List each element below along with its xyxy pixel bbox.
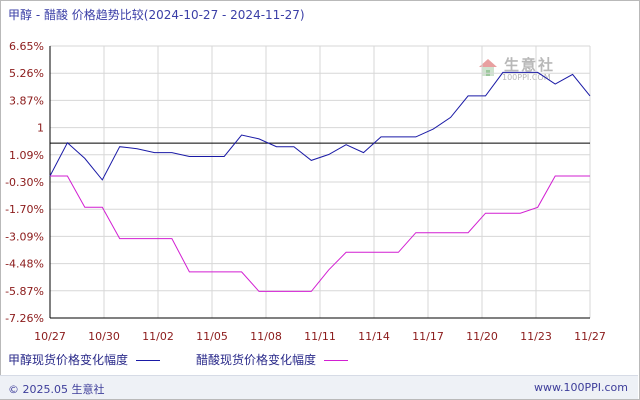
y-tick-label: -0.30% bbox=[5, 176, 44, 189]
y-tick-labels: 6.65% 5.26% 3.87% 1 1.09% -0.30% -1.70% -3.09% -… bbox=[5, 40, 44, 325]
series-lines bbox=[49, 71, 591, 292]
x-tick-label: 11/11 bbox=[304, 330, 336, 343]
y-tick-label: 5.26% bbox=[9, 67, 44, 80]
chart-title-main: 甲醇 - 醋酸 价格趋势比较 bbox=[8, 8, 144, 22]
chart-title: 甲醇 - 醋酸 价格趋势比较(2024-10-27 - 2024-11-27) bbox=[8, 6, 305, 23]
x-tick-label: 11/08 bbox=[250, 330, 282, 343]
footer-bar: © 2025.05 生意社 www.100PPI.com bbox=[0, 375, 638, 399]
x-tick-label: 11/05 bbox=[196, 330, 228, 343]
y-tick-label: -4.48% bbox=[5, 258, 44, 271]
logo-brand-text: 生意社 bbox=[504, 56, 556, 74]
chart-title-range: (2024-10-27 - 2024-11-27) bbox=[143, 8, 305, 22]
legend-item-acetic-acid: 醋酸现货价格变化幅度 bbox=[196, 351, 349, 368]
series-line-methanol bbox=[49, 71, 591, 181]
y-tick-label: 1 bbox=[37, 122, 44, 135]
x-tick-label: 11/23 bbox=[520, 330, 552, 343]
y-tick-label: -1.70% bbox=[5, 203, 44, 216]
x-tick-label: 11/14 bbox=[358, 330, 390, 343]
footer-site-link[interactable]: www.100PPI.com bbox=[534, 381, 628, 394]
legend-item-methanol: 甲醇现货价格变化幅度 bbox=[8, 351, 161, 368]
logo-url-text: 100PPI.COM bbox=[502, 73, 551, 82]
axes bbox=[49, 46, 590, 319]
y-tick-label: -3.09% bbox=[5, 230, 44, 243]
x-tick-label: 11/20 bbox=[466, 330, 498, 343]
x-tick-label: 11/02 bbox=[142, 330, 174, 343]
x-tick-labels: 10/27 10/30 11/02 11/05 11/08 11/11 11/14 11/17… bbox=[34, 330, 606, 343]
y-tick-label: 1.09% bbox=[9, 149, 44, 162]
y-tick-label: 6.65% bbox=[9, 40, 44, 53]
x-tick-label: 11/17 bbox=[412, 330, 444, 343]
brand-logo: 生意社 100PPI.COM bbox=[478, 54, 578, 88]
legend-label-acetic-acid: 醋酸现货价格变化幅度 bbox=[196, 353, 317, 367]
legend-label-methanol: 甲醇现货价格变化幅度 bbox=[8, 353, 129, 367]
series-line-acetic-acid bbox=[50, 175, 590, 292]
footer-copyright: © 2025.05 生意社 bbox=[8, 383, 105, 396]
x-tick-label: 11/27 bbox=[574, 330, 606, 343]
y-tick-label: -7.26% bbox=[5, 312, 44, 325]
grid-lines bbox=[49, 45, 591, 319]
x-tick-label: 10/27 bbox=[34, 330, 66, 343]
legend-swatch-methanol bbox=[136, 360, 161, 361]
y-tick-label: 3.87% bbox=[9, 94, 44, 107]
x-tick-label: 10/30 bbox=[88, 330, 120, 343]
y-tick-label: -5.87% bbox=[5, 285, 44, 298]
legend-swatch-acetic-acid bbox=[324, 360, 349, 361]
